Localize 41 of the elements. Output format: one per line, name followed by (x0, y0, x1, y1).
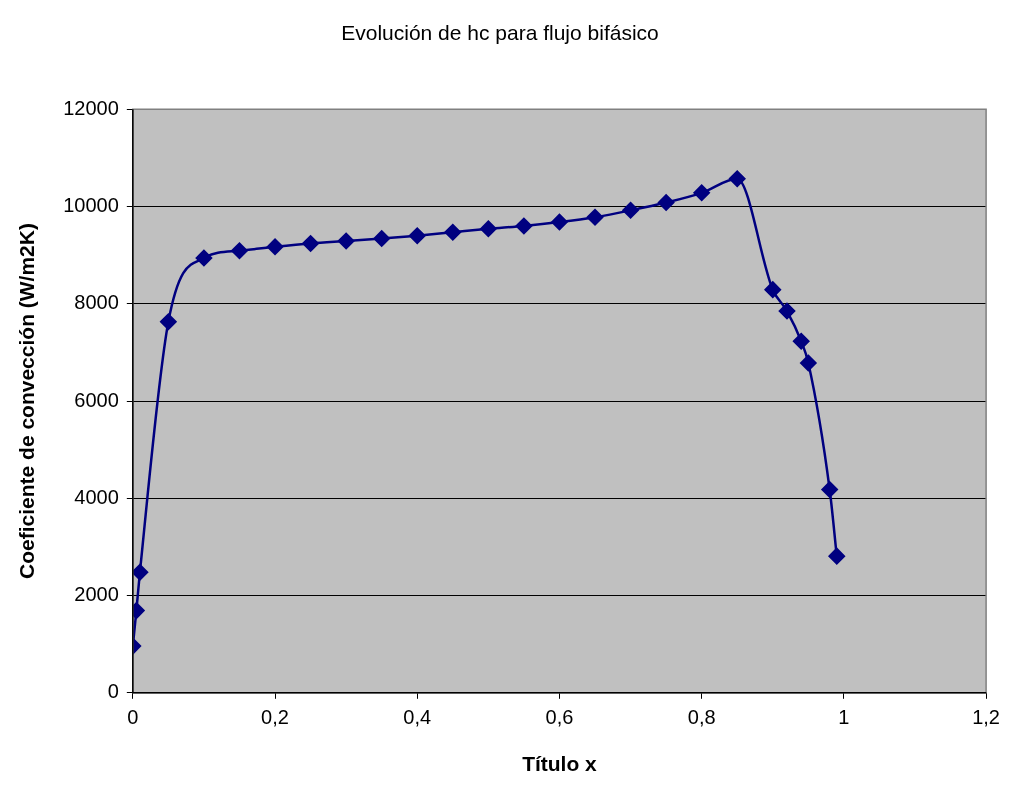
point (821, 481, 838, 498)
x-tick-label: 0,2 (261, 706, 289, 729)
x-tick-label: 0,6 (545, 706, 574, 729)
point (622, 202, 639, 219)
point (586, 208, 604, 226)
x-tick-label: 0 (127, 706, 139, 729)
x-tick-label: 0,8 (687, 706, 716, 729)
point (657, 194, 675, 211)
point (480, 220, 497, 238)
point (800, 354, 817, 372)
x-tick-label: 0,4 (403, 706, 432, 729)
y-tick-label: 2000 (74, 583, 119, 606)
point (408, 227, 426, 244)
y-tick-label: 6000 (74, 388, 119, 411)
point (764, 281, 782, 298)
x-tick-label: 1 (838, 706, 850, 729)
point (195, 249, 213, 267)
point (132, 563, 149, 581)
y-axis-title: Coeficiente de convección (W/m2K) (15, 223, 39, 579)
point (266, 238, 284, 256)
y-tick-label: 4000 (74, 485, 119, 508)
y-tick-label: 8000 (74, 291, 119, 314)
point (792, 332, 810, 350)
x-axis-title: Título x (522, 752, 598, 776)
point (828, 547, 846, 565)
y-tick-label: 10000 (63, 193, 119, 216)
point (373, 230, 390, 247)
point (444, 223, 462, 241)
chart-title: Evolución de hc para flujo bifásico (341, 21, 659, 45)
y-tick-label: 0 (107, 680, 119, 703)
y-tick-label: 12000 (63, 96, 119, 119)
point (693, 184, 710, 202)
x-tick-label: 1,2 (972, 706, 1000, 729)
point (302, 235, 319, 252)
point (778, 302, 796, 320)
point (337, 232, 355, 250)
point (160, 313, 177, 330)
point (551, 213, 568, 231)
point (231, 242, 248, 259)
point (728, 170, 746, 187)
point (515, 217, 533, 235)
